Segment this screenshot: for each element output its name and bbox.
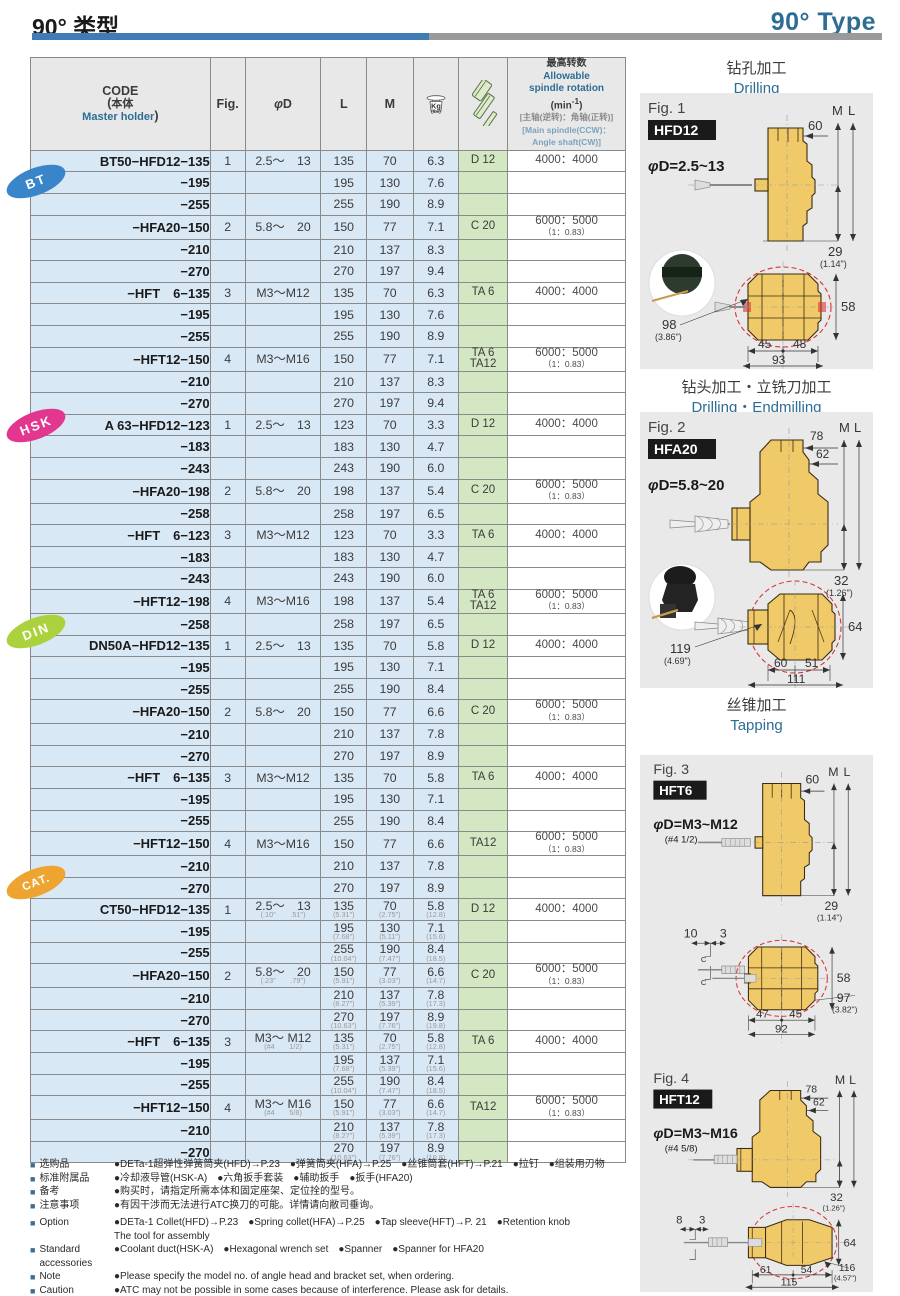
svg-text:(4.57"): (4.57") bbox=[834, 1274, 857, 1283]
svg-text:L: L bbox=[849, 1073, 856, 1087]
svg-text:φD=M3~M16: φD=M3~M16 bbox=[653, 1126, 738, 1142]
svg-text:64: 64 bbox=[848, 619, 862, 634]
svg-text:(3.86"): (3.86") bbox=[655, 332, 682, 342]
svg-text:Fig. 3: Fig. 3 bbox=[653, 762, 689, 778]
svg-text:93: 93 bbox=[772, 353, 786, 367]
svg-text:(lbs): (lbs) bbox=[431, 109, 441, 114]
svg-text:L: L bbox=[848, 103, 855, 118]
svg-text:M: M bbox=[832, 103, 843, 118]
svg-text:97: 97 bbox=[837, 991, 851, 1005]
svg-text:92: 92 bbox=[775, 1024, 788, 1036]
svg-text:78: 78 bbox=[810, 429, 824, 443]
svg-text:58: 58 bbox=[837, 971, 851, 985]
svg-text:Fig. 1: Fig. 1 bbox=[648, 100, 686, 117]
svg-text:60: 60 bbox=[805, 773, 819, 787]
svg-text:φD=M3~M12: φD=M3~M12 bbox=[653, 817, 738, 833]
svg-text:(1.14"): (1.14") bbox=[817, 912, 843, 922]
svg-text:C: C bbox=[701, 978, 707, 987]
svg-text:62: 62 bbox=[816, 447, 830, 461]
svg-text:M: M bbox=[828, 765, 838, 779]
svg-text:29: 29 bbox=[828, 244, 842, 259]
svg-text:58: 58 bbox=[841, 299, 855, 314]
svg-text:C: C bbox=[701, 955, 707, 964]
svg-text:54: 54 bbox=[801, 1265, 813, 1276]
svg-text:3: 3 bbox=[720, 926, 727, 940]
svg-text:61: 61 bbox=[760, 1265, 772, 1276]
svg-text:32: 32 bbox=[834, 573, 848, 588]
svg-text:45: 45 bbox=[789, 1008, 802, 1020]
svg-text:48: 48 bbox=[793, 337, 807, 351]
svg-text:Fig. 2: Fig. 2 bbox=[648, 419, 686, 436]
svg-text:M: M bbox=[839, 420, 850, 435]
svg-text:119: 119 bbox=[670, 641, 691, 656]
svg-text:8: 8 bbox=[676, 1215, 682, 1227]
svg-text:(1.26"): (1.26") bbox=[826, 588, 853, 598]
svg-text:(4.69"): (4.69") bbox=[664, 656, 691, 666]
svg-text:64: 64 bbox=[843, 1237, 856, 1249]
svg-text:HFA20: HFA20 bbox=[654, 441, 698, 457]
svg-text:3: 3 bbox=[699, 1215, 705, 1227]
svg-text:(1.14"): (1.14") bbox=[820, 259, 847, 269]
svg-text:115: 115 bbox=[781, 1277, 798, 1288]
svg-text:Fig. 4: Fig. 4 bbox=[653, 1071, 689, 1087]
svg-text:φD=2.5~13: φD=2.5~13 bbox=[648, 158, 724, 175]
svg-text:HFT12: HFT12 bbox=[659, 1092, 700, 1107]
svg-text:60: 60 bbox=[774, 656, 788, 670]
svg-text:HFD12: HFD12 bbox=[654, 122, 699, 138]
svg-text:98: 98 bbox=[662, 317, 676, 332]
svg-text:60: 60 bbox=[808, 118, 822, 133]
svg-text:29: 29 bbox=[824, 899, 838, 913]
svg-text:(#4 5/8): (#4 5/8) bbox=[665, 1143, 698, 1154]
svg-text:(3.82"): (3.82") bbox=[832, 1005, 858, 1015]
svg-text:111: 111 bbox=[787, 672, 806, 686]
svg-text:51: 51 bbox=[805, 656, 819, 670]
svg-text:φD=5.8~20: φD=5.8~20 bbox=[648, 477, 724, 494]
svg-text:45: 45 bbox=[758, 337, 772, 351]
svg-text:M: M bbox=[835, 1073, 845, 1087]
svg-text:32: 32 bbox=[830, 1192, 843, 1204]
svg-text:116: 116 bbox=[839, 1263, 856, 1274]
svg-text:HFT6: HFT6 bbox=[659, 783, 692, 798]
svg-text:78: 78 bbox=[805, 1084, 817, 1095]
svg-text:(#4 1/2): (#4 1/2) bbox=[665, 834, 698, 845]
svg-text:L: L bbox=[843, 765, 850, 779]
svg-text:47: 47 bbox=[756, 1008, 769, 1020]
svg-text:(1.26"): (1.26") bbox=[823, 1203, 846, 1212]
svg-text:10: 10 bbox=[684, 926, 698, 940]
svg-text:62: 62 bbox=[813, 1098, 825, 1109]
svg-text:L: L bbox=[854, 420, 861, 435]
